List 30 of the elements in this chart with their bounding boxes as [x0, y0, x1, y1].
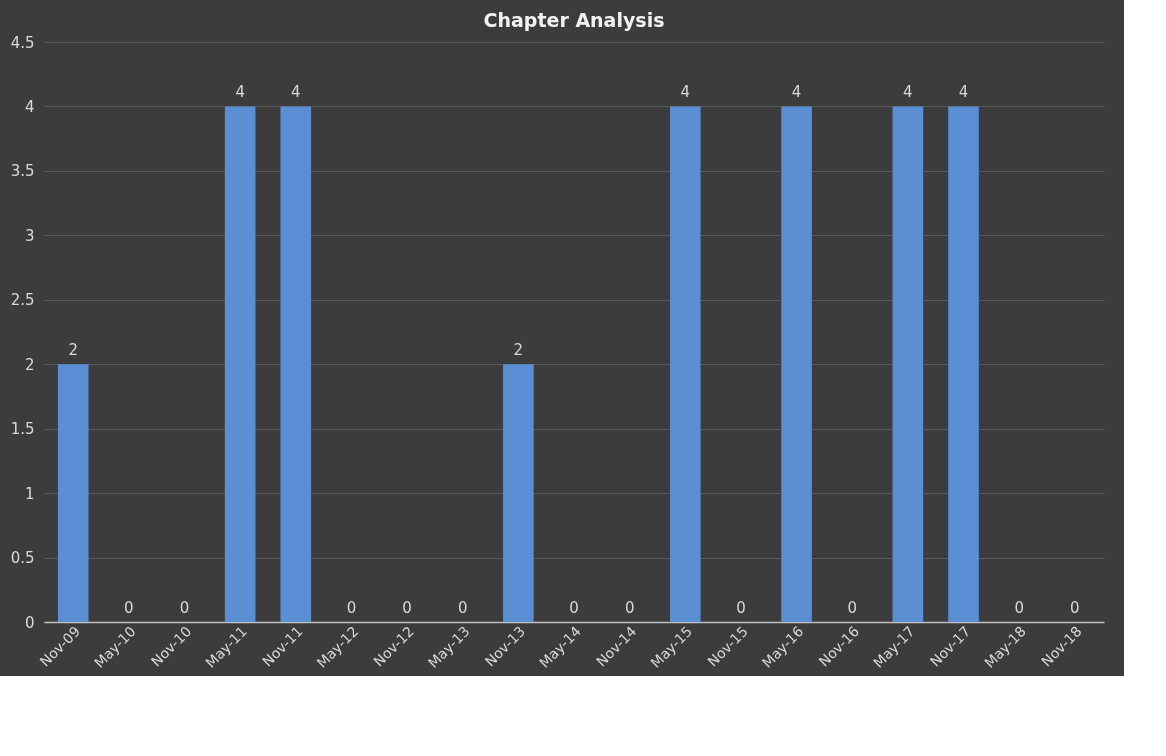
- y-tick-label: 4: [24, 97, 35, 116]
- data-label: 4: [903, 83, 913, 102]
- y-tick-label: 2.5: [10, 291, 35, 310]
- data-label: 2: [68, 341, 78, 360]
- data-label: 4: [235, 83, 245, 102]
- data-label: 4: [958, 83, 969, 102]
- data-label: 0: [179, 599, 190, 617]
- data-label: 0: [1014, 599, 1024, 617]
- data-label: 4: [791, 83, 802, 102]
- data-label: 4: [291, 83, 301, 102]
- y-tick-label: 2: [24, 355, 35, 374]
- y-tick-label: 3: [24, 226, 35, 245]
- y-tick-label: 0.5: [10, 549, 35, 568]
- y-tick-label: 1.5: [10, 420, 35, 439]
- chart-title: Chapter Analysis: [483, 9, 665, 31]
- data-label: 2: [513, 341, 524, 360]
- y-tick-label: 4.5: [10, 33, 35, 52]
- data-label: 0: [124, 599, 134, 617]
- data-label: 0: [847, 599, 857, 617]
- y-tick-label: 0: [24, 613, 35, 632]
- y-tick-label: 1: [24, 484, 35, 503]
- data-label: 4: [680, 83, 691, 102]
- data-label: 0: [346, 599, 357, 617]
- data-label: 0: [1070, 599, 1080, 617]
- data-label: 0: [736, 599, 746, 617]
- y-tick-label: 3.5: [10, 162, 35, 181]
- data-label: 0: [402, 599, 412, 617]
- data-label: 0: [457, 599, 468, 617]
- data-label: 0: [569, 599, 579, 617]
- data-label: 0: [624, 599, 635, 617]
